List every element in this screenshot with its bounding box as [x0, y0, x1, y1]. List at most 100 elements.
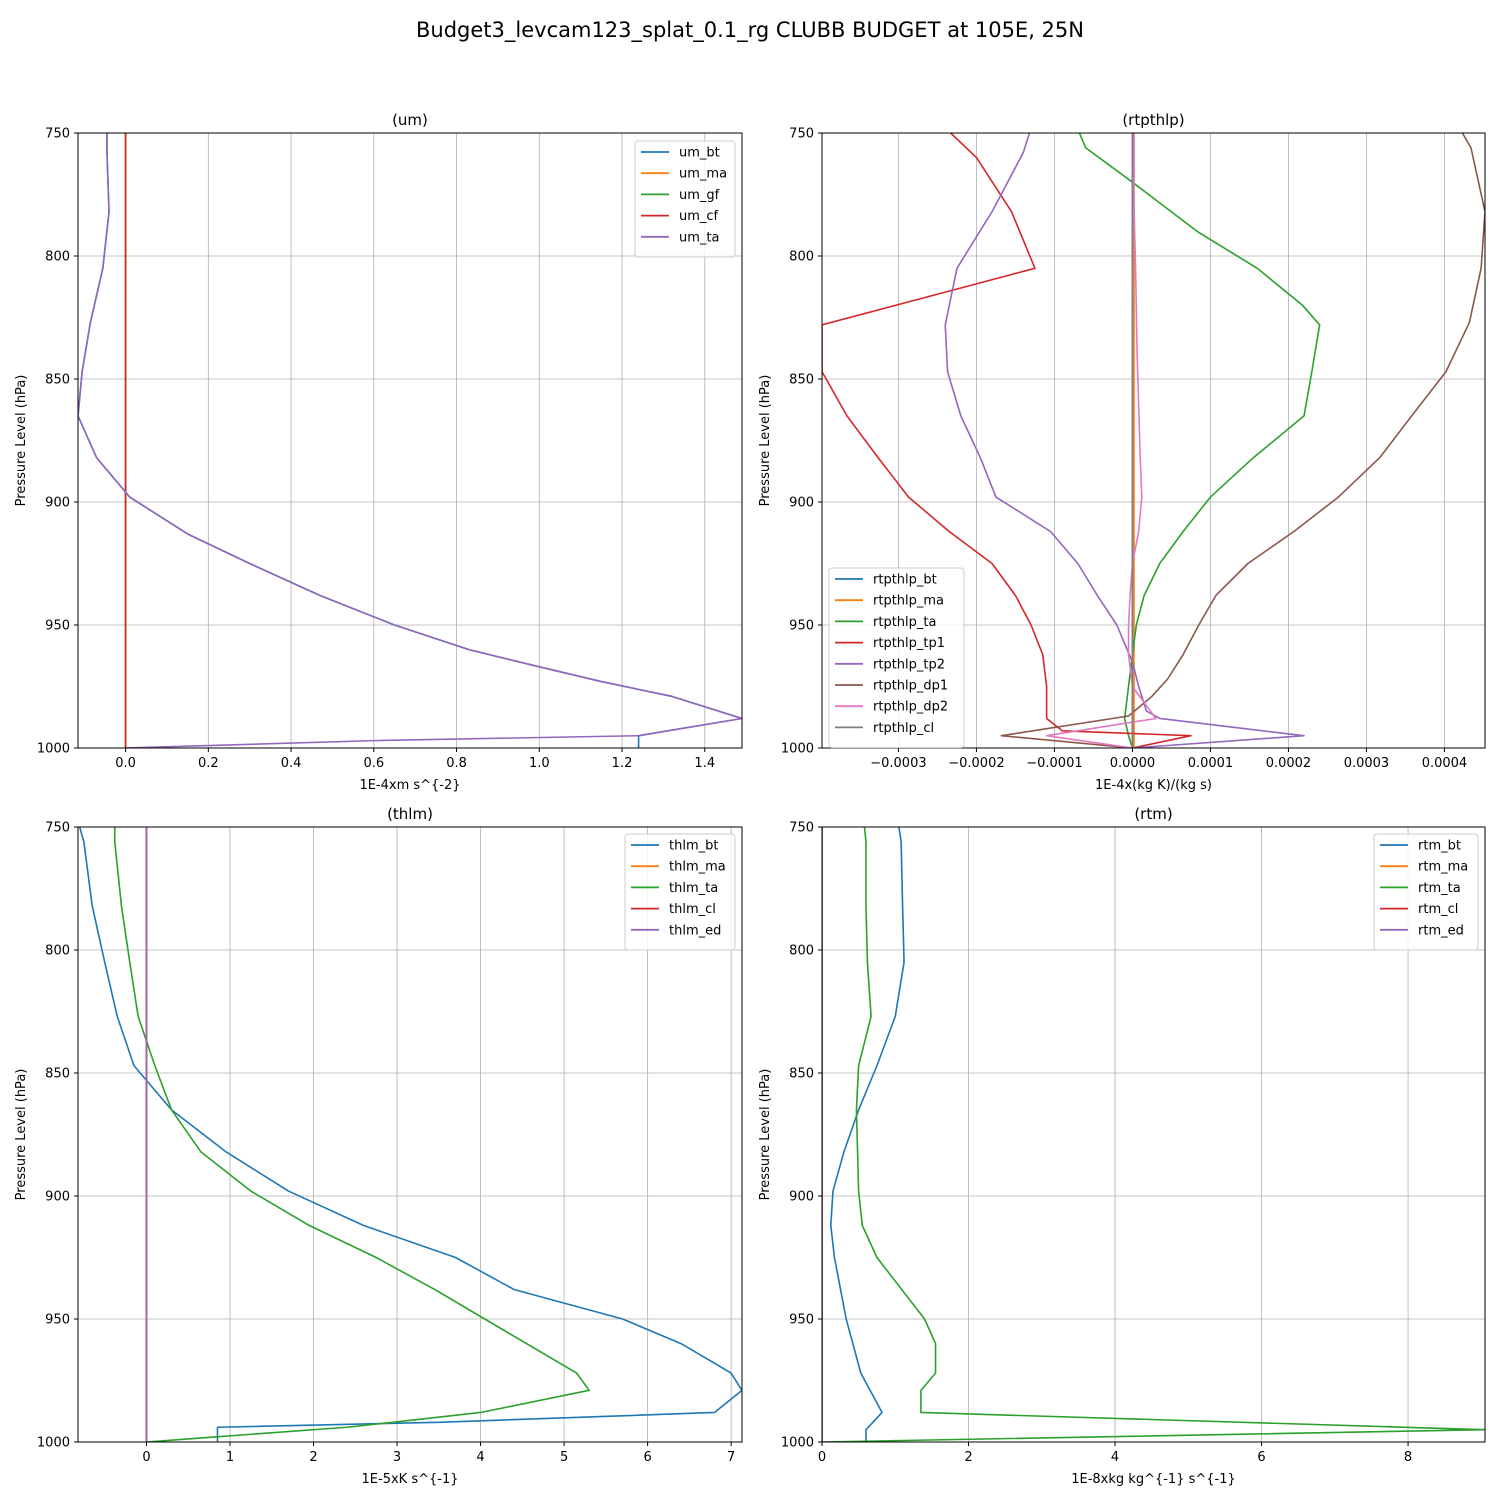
- y-tick-label: 850: [45, 1067, 70, 1082]
- legend-label: rtm_cl: [1418, 902, 1458, 917]
- x-tick-label: 0: [818, 1450, 826, 1465]
- legend-label: rtpthlp_dp2: [873, 700, 948, 715]
- legend-label: rtm_ma: [1418, 860, 1468, 875]
- y-axis-label: Pressure Level (hPa): [758, 1069, 773, 1201]
- series-line-rtm_bt: [829, 827, 905, 1442]
- y-tick-label: 900: [789, 496, 814, 511]
- x-tick-label: 0.2: [198, 756, 219, 771]
- y-tick-label: 900: [789, 1190, 814, 1205]
- y-tick-label: 850: [789, 373, 814, 388]
- x-tick-label: 5: [560, 1450, 568, 1465]
- y-tick-label: 800: [789, 944, 814, 959]
- legend-label: rtm_bt: [1418, 839, 1461, 854]
- legend: rtm_bt rtm_ma rtm_ta rtm_cl rtm_ed: [1373, 833, 1479, 951]
- x-tick-label: −0.0003: [870, 756, 926, 771]
- series-line-um_ta: [78, 133, 742, 748]
- x-tick-label: 0.0003: [1344, 756, 1390, 771]
- x-tick-label: 0.6: [363, 756, 384, 771]
- x-tick-label: 0.8: [446, 756, 467, 771]
- series-group: [78, 133, 742, 748]
- legend-label: rtpthlp_tp2: [873, 657, 945, 672]
- legend-label: um_gf: [679, 188, 720, 203]
- panel-title: (rtm): [1134, 805, 1172, 823]
- y-tick-label: 1000: [781, 1436, 814, 1451]
- series-group: [78, 827, 742, 1442]
- panel-1: 0.0 0.2 0.4 0.6 0.8 1.0 1.2 1.4 750 800 850 900 950 1…: [14, 111, 743, 793]
- x-axis-label: 1E-4x(kg K)/(kg s): [1095, 778, 1212, 793]
- x-tick-label: 0.0002: [1266, 756, 1312, 771]
- y-axis-label: Pressure Level (hPa): [14, 1069, 29, 1201]
- series-line-rtpthlp_tp2: [944, 133, 1305, 748]
- x-axis-label: 1E-4xm s^{-2}: [359, 778, 460, 793]
- legend-label: um_ta: [679, 230, 719, 245]
- x-tick-label: 2: [309, 1450, 317, 1465]
- legend-label: thlm_bt: [669, 839, 718, 854]
- y-tick-label: 950: [789, 1313, 814, 1328]
- x-axis-label: 1E-8xkg kg^{-1} s^{-1}: [1071, 1472, 1236, 1487]
- x-tick-label: 3: [393, 1450, 401, 1465]
- x-tick-label: 1.4: [694, 756, 715, 771]
- legend: thlm_bt thlm_ma thlm_ta thlm_cl thlm_ed: [624, 833, 736, 951]
- x-tick-label: 8: [1404, 1450, 1412, 1465]
- x-tick-label: 1: [226, 1450, 234, 1465]
- legend-label: um_bt: [679, 146, 720, 161]
- panel-title: (um): [392, 111, 428, 129]
- y-tick-label: 900: [45, 496, 70, 511]
- x-tick-label: 0.0004: [1422, 756, 1468, 771]
- series-group: [822, 827, 1485, 1442]
- y-tick-label: 950: [45, 619, 70, 634]
- x-axis-label: 1E-5xK s^{-1}: [362, 1472, 459, 1487]
- series-line-rtpthlp_dp1: [1000, 133, 1485, 748]
- y-tick-label: 950: [789, 619, 814, 634]
- y-tick-label: 750: [789, 821, 814, 836]
- legend-label: thlm_cl: [669, 902, 716, 917]
- panel-4: 0 2 4 6 8 750 800 850 900 950 1000 (rtm) 1E-8xkg kg^…: [758, 805, 1486, 1487]
- legend: um_bt um_ma um_gf um_cf um_ta: [634, 140, 736, 258]
- series-line-rtpthlp_tp1: [822, 133, 1192, 748]
- legend-label: um_ma: [679, 167, 727, 182]
- x-tick-label: 1.2: [612, 756, 633, 771]
- x-tick-label: 0.0: [115, 756, 136, 771]
- y-tick-label: 850: [45, 373, 70, 388]
- y-tick-label: 750: [45, 127, 70, 142]
- legend-frame: [624, 833, 736, 951]
- panel-2: −0.0003 −0.0002 −0.0001 0.0000 0.0001 0.0002 0…: [758, 111, 1486, 793]
- y-tick-label: 800: [789, 250, 814, 265]
- series-line-rtm_ta: [822, 827, 1485, 1442]
- x-tick-label: 1.0: [529, 756, 550, 771]
- y-tick-label: 800: [45, 944, 70, 959]
- y-axis-label: Pressure Level (hPa): [14, 375, 29, 507]
- plot-frame: [77, 132, 743, 749]
- legend-label: rtpthlp_cl: [873, 721, 934, 736]
- legend-frame: [1373, 833, 1479, 951]
- y-tick-label: 1000: [781, 742, 814, 757]
- x-tick-label: 6: [1257, 1450, 1265, 1465]
- legend-frame: [828, 567, 965, 749]
- legend-label: rtpthlp_dp1: [873, 679, 948, 694]
- x-tick-label: −0.0001: [1026, 756, 1082, 771]
- x-tick-label: 0.0001: [1188, 756, 1234, 771]
- plot-frame: [77, 826, 743, 1443]
- legend-label: thlm_ed: [669, 923, 721, 938]
- x-tick-label: −0.0002: [948, 756, 1004, 771]
- x-tick-label: 4: [476, 1450, 484, 1465]
- legend-frame: [634, 140, 736, 258]
- y-tick-label: 1000: [37, 1436, 70, 1451]
- figure-title: Budget3_levcam123_splat_0.1_rg CLUBB BUD…: [416, 18, 1084, 43]
- y-tick-label: 1000: [37, 742, 70, 757]
- x-tick-label: 0: [142, 1450, 150, 1465]
- legend: rtpthlp_bt rtpthlp_ma rtpthlp_ta rtpthlp_tp…: [828, 567, 965, 749]
- panel-title: (thlm): [387, 805, 433, 823]
- x-tick-label: 0.4: [281, 756, 302, 771]
- x-tick-label: 4: [1111, 1450, 1119, 1465]
- y-tick-label: 800: [45, 250, 70, 265]
- legend-label: thlm_ma: [669, 860, 726, 875]
- x-tick-label: 7: [727, 1450, 735, 1465]
- y-tick-label: 850: [789, 1067, 814, 1082]
- plot-frame: [821, 826, 1486, 1443]
- x-tick-label: 2: [964, 1450, 972, 1465]
- legend-label: rtm_ta: [1418, 881, 1461, 896]
- legend-label: thlm_ta: [669, 881, 718, 896]
